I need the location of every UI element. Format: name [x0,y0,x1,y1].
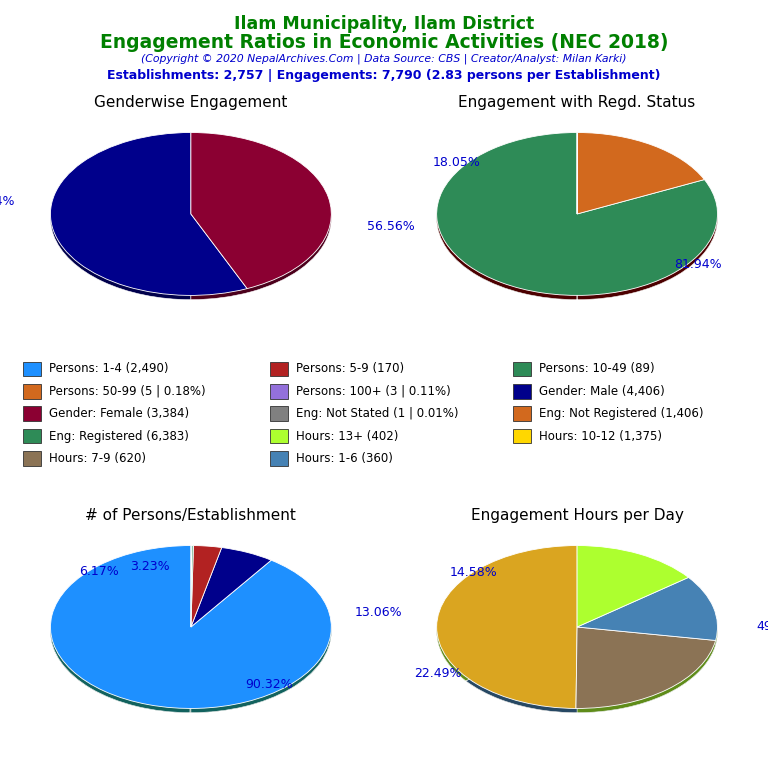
Bar [513,406,531,421]
Wedge shape [51,133,247,296]
Wedge shape [439,550,717,713]
Bar [513,362,531,376]
Wedge shape [51,550,331,713]
Wedge shape [577,545,688,627]
Title: Genderwise Engagement: Genderwise Engagement [94,94,287,110]
Title: # of Persons/Establishment: # of Persons/Establishment [85,508,296,523]
Text: 6.17%: 6.17% [78,565,118,578]
Wedge shape [111,694,191,713]
Bar [270,429,288,443]
Wedge shape [191,133,331,289]
Wedge shape [450,250,577,300]
Wedge shape [437,133,717,296]
Bar [23,362,41,376]
Wedge shape [51,550,331,713]
Wedge shape [437,550,578,713]
Wedge shape [437,545,577,708]
Wedge shape [51,144,191,300]
Bar [270,384,288,399]
Text: Hours: 13+ (402): Hours: 13+ (402) [296,429,398,442]
Text: 3.23%: 3.23% [130,561,170,574]
Title: Engagement Hours per Day: Engagement Hours per Day [471,508,684,523]
Bar [270,362,288,376]
Text: 18.05%: 18.05% [432,157,481,170]
Bar [270,406,288,421]
Text: 56.56%: 56.56% [367,220,415,233]
Text: 13.06%: 13.06% [355,606,402,619]
Wedge shape [191,548,271,627]
Text: 81.94%: 81.94% [674,259,721,271]
Bar [513,429,531,443]
Text: Persons: 1-4 (2,490): Persons: 1-4 (2,490) [48,362,168,376]
Text: Hours: 10-12 (1,375): Hours: 10-12 (1,375) [539,429,662,442]
Text: 90.32%: 90.32% [245,678,293,691]
Wedge shape [134,137,331,300]
Text: Eng: Registered (6,383): Eng: Registered (6,383) [48,429,188,442]
Bar [23,406,41,421]
Wedge shape [51,550,331,713]
Wedge shape [191,545,194,627]
Text: Hours: 1-6 (360): Hours: 1-6 (360) [296,452,392,465]
Text: Gender: Female (3,384): Gender: Female (3,384) [48,407,189,420]
Wedge shape [437,137,717,300]
Wedge shape [51,545,331,708]
Text: Hours: 7-9 (620): Hours: 7-9 (620) [48,452,146,465]
Wedge shape [437,550,717,713]
Wedge shape [191,545,192,627]
Text: Persons: 5-9 (170): Persons: 5-9 (170) [296,362,404,376]
Text: 49.87%: 49.87% [756,621,768,634]
Text: Persons: 10-49 (89): Persons: 10-49 (89) [539,362,654,376]
Wedge shape [191,545,222,627]
Wedge shape [437,137,717,300]
Text: 14.58%: 14.58% [450,566,498,579]
Wedge shape [577,133,704,214]
Text: Ilam Municipality, Ilam District: Ilam Municipality, Ilam District [234,15,534,33]
Text: (Copyright © 2020 NepalArchives.Com | Data Source: CBS | Creator/Analyst: Milan : (Copyright © 2020 NepalArchives.Com | Da… [141,54,627,65]
Bar [23,429,41,443]
Text: Persons: 100+ (3 | 0.11%): Persons: 100+ (3 | 0.11%) [296,385,450,398]
Bar [270,452,288,466]
Wedge shape [51,550,331,713]
Text: 22.49%: 22.49% [414,667,462,680]
Text: 43.44%: 43.44% [0,195,15,208]
Wedge shape [577,578,717,641]
Bar [513,384,531,399]
Title: Engagement with Regd. Status: Engagement with Regd. Status [458,94,696,110]
Wedge shape [576,627,716,708]
Text: Eng: Not Registered (1,406): Eng: Not Registered (1,406) [539,407,703,420]
Wedge shape [437,550,717,713]
Text: Establishments: 2,757 | Engagements: 7,790 (2.83 persons per Establishment): Establishments: 2,757 | Engagements: 7,7… [108,69,660,82]
Text: Eng: Not Stated (1 | 0.01%): Eng: Not Stated (1 | 0.01%) [296,407,458,420]
Bar [23,452,41,466]
Bar [23,384,41,399]
Text: Engagement Ratios in Economic Activities (NEC 2018): Engagement Ratios in Economic Activities… [100,33,668,52]
Text: Gender: Male (4,406): Gender: Male (4,406) [539,385,664,398]
Text: Persons: 50-99 (5 | 0.18%): Persons: 50-99 (5 | 0.18%) [48,385,205,398]
